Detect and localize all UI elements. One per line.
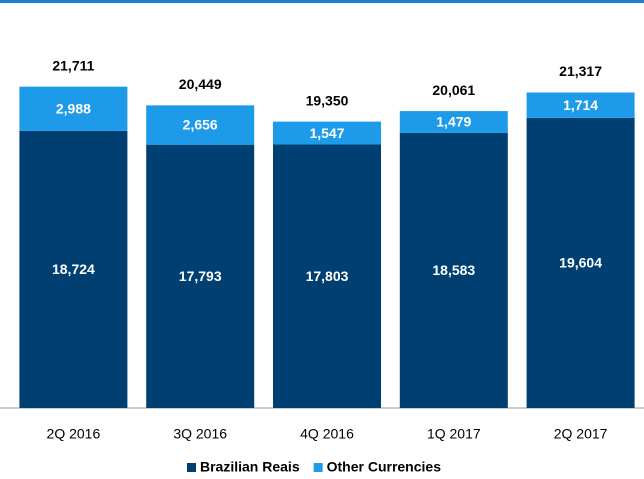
bar-segment [399, 111, 508, 133]
bar-segment [19, 130, 128, 408]
bar-segment [273, 144, 381, 408]
data-label: 1,479 [436, 114, 471, 130]
x-tick-label: 4Q 2016 [300, 426, 354, 442]
x-tick-label: 1Q 2017 [427, 426, 481, 442]
data-label: 2,656 [183, 117, 218, 133]
total-label: 20,449 [179, 76, 222, 92]
data-label: 19,604 [559, 255, 602, 271]
legend-label: Brazilian Reais [200, 459, 300, 475]
legend-swatch [187, 463, 196, 472]
bar-segment [19, 86, 128, 131]
legend-label: Other Currencies [327, 459, 442, 475]
total-label: 20,061 [432, 82, 475, 98]
x-tick-label: 3Q 2016 [173, 426, 227, 442]
x-tick-label: 2Q 2017 [554, 426, 608, 442]
legend-swatch [313, 463, 323, 472]
bar-segment [146, 144, 255, 408]
total-label: 21,711 [52, 57, 94, 73]
x-tick-label: 2Q 2016 [47, 426, 101, 442]
bar-segment [273, 121, 381, 145]
data-label: 17,793 [179, 268, 222, 284]
total-label: 21,317 [559, 63, 602, 79]
bar-segment [146, 105, 255, 145]
data-label: 1,547 [309, 125, 344, 141]
bar-segment [399, 132, 508, 408]
data-label: 17,803 [306, 268, 349, 284]
data-label: 18,583 [432, 262, 475, 278]
data-label: 2,988 [56, 100, 91, 116]
data-label: 1,714 [563, 97, 598, 113]
bar-segment [526, 117, 635, 408]
bar-segment [526, 92, 635, 118]
data-label: 18,724 [52, 261, 95, 277]
total-label: 19,350 [306, 92, 349, 108]
